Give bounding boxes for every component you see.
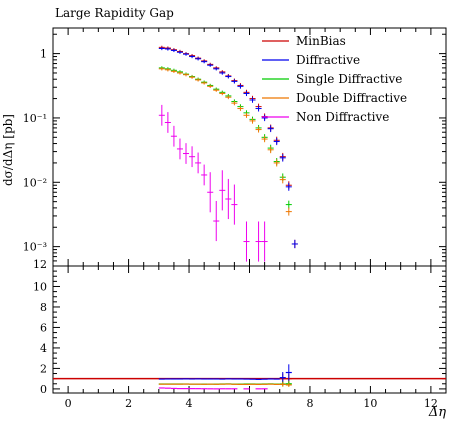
ratio-series-double-diffractive — [158, 382, 292, 387]
y-tick-label: 10⁻³ — [23, 241, 47, 254]
main-plot-frame — [52, 27, 447, 267]
chart-title: Large Rapidity Gap — [55, 6, 174, 20]
ratio-y-tick-label: 10 — [33, 280, 47, 293]
ratio-series-diffractive — [158, 364, 292, 384]
x-tick-label: 12 — [424, 397, 438, 410]
ratio-y-tick-label: 12 — [33, 258, 47, 271]
x-tick-label: 0 — [65, 397, 72, 410]
x-tick-label: 10 — [363, 397, 377, 410]
ratio-series-non-diffractive — [158, 387, 268, 390]
x-tick-label: 8 — [306, 397, 313, 410]
ratio-panel: 0 2 4 6 8 10 12 0 2 4 6 8 10 12 — [33, 258, 447, 410]
legend-label: MinBias — [296, 34, 346, 48]
x-axis-label: Δη — [428, 405, 446, 420]
y-tick-label: 1 — [40, 48, 47, 61]
ratio-y-tick-label: 8 — [40, 301, 47, 314]
x-tick-label: 6 — [246, 397, 253, 410]
series-diffractive — [158, 46, 298, 249]
series-single-diffractive — [158, 66, 292, 209]
ratio-y-tick-label: 6 — [40, 321, 47, 334]
legend-label: Diffractive — [296, 53, 360, 67]
legend-label: Double Diffractive — [296, 91, 407, 105]
legend: MinBias Diffractive Single Diffractive Doub… — [262, 34, 407, 124]
legend-label: Single Diffractive — [296, 72, 402, 86]
series-double-diffractive — [158, 67, 292, 216]
legend-label: Non Diffractive — [296, 110, 389, 124]
main-panel: 1 10⁻¹ 10⁻² 10⁻³ — [23, 27, 447, 267]
ratio-y-tick-label: 2 — [40, 362, 47, 375]
x-tick-label: 4 — [186, 397, 193, 410]
ratio-plot-frame — [52, 265, 447, 394]
y-tick-label: 10⁻¹ — [23, 112, 47, 125]
series-non-diffractive — [158, 104, 268, 262]
ratio-y-tick-label: 4 — [40, 342, 47, 355]
ratio-y-tick-label: 0 — [40, 383, 47, 396]
x-tick-label: 2 — [125, 397, 132, 410]
y-axis-label: dσ/dΔη [pb] — [1, 114, 15, 186]
y-tick-label: 10⁻² — [23, 176, 47, 189]
